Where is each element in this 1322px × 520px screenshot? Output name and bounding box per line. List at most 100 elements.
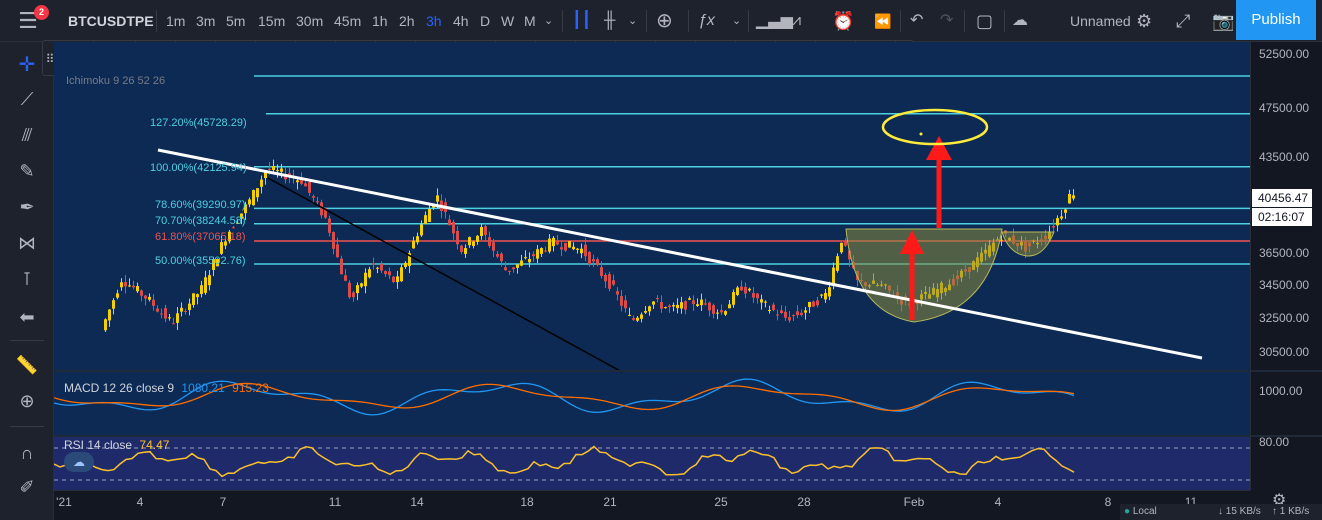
pen-icon[interactable]: ✒: [19, 197, 35, 217]
pitchfork-icon[interactable]: ⫻: [21, 125, 33, 145]
magnet-icon[interactable]: ∩: [20, 443, 34, 463]
candle-body: [832, 267, 835, 286]
fullscreen-square-icon[interactable]: ▢: [976, 11, 994, 31]
candle-body: [560, 247, 563, 250]
expand-icon[interactable]: ⤢: [1176, 11, 1191, 31]
rsi-legend[interactable]: RSI 14 close 74.47: [64, 438, 169, 452]
price-scale[interactable]: 52500.00 47500.00 43500.00 36500.00 3450…: [1250, 42, 1322, 490]
top-toolbar: ☰ 2 BTCUSDTPE 1m 3m 5m 15m 30m 45m 1h 2h…: [0, 0, 1322, 42]
interval-2h[interactable]: 2h: [399, 13, 415, 29]
redo-icon[interactable]: ↷: [940, 12, 954, 29]
candle-body: [424, 215, 427, 224]
arrow-left-icon[interactable]: ⬅: [19, 307, 35, 327]
timezone-label[interactable]: Local: [1132, 506, 1157, 517]
layout-name[interactable]: Unnamed: [1070, 13, 1131, 29]
candle-body: [516, 264, 519, 268]
undo-icon[interactable]: ↶: [910, 12, 924, 29]
interval-m[interactable]: M: [524, 13, 536, 29]
candle-body: [384, 271, 387, 275]
interval-1h[interactable]: 1h: [372, 13, 388, 29]
candle-body: [720, 310, 723, 313]
candle-body: [640, 314, 643, 319]
chevron-down-icon[interactable]: ⌄: [732, 15, 742, 27]
candle-body: [848, 250, 851, 260]
replay-icon[interactable]: ⏪: [874, 13, 892, 29]
cup-shape[interactable]: [845, 228, 1003, 323]
interval-d[interactable]: D: [480, 13, 491, 29]
interval-3h[interactable]: 3h: [426, 13, 442, 29]
templates-icon[interactable]: ⩘: [792, 12, 802, 29]
interval-30m[interactable]: 30m: [296, 13, 324, 29]
candle-body: [228, 231, 231, 242]
candle-body: [1060, 216, 1063, 219]
zoom-icon[interactable]: ⊕: [19, 391, 35, 411]
interval-5m[interactable]: 5m: [226, 13, 246, 29]
interval-4h[interactable]: 4h: [453, 13, 469, 29]
cloud-sync-icon[interactable]: ☁: [64, 452, 94, 472]
candle-body: [600, 267, 603, 276]
camera-icon[interactable]: 📷: [1212, 11, 1235, 31]
financials-icon[interactable]: ▁▃▅: [756, 12, 793, 29]
candle-body: [344, 275, 347, 281]
candle-body: [820, 294, 823, 296]
candle-body: [616, 291, 619, 295]
trendline-icon[interactable]: ⟋: [20, 89, 34, 109]
interval-3m[interactable]: 3m: [196, 13, 216, 29]
candle-body: [436, 195, 439, 202]
lock-drawing-icon[interactable]: ✐: [19, 477, 35, 497]
pane-divider[interactable]: [54, 370, 1250, 372]
time-label: 18: [520, 495, 534, 509]
descending-trendline[interactable]: [157, 148, 1203, 360]
menu-icon[interactable]: ☰: [18, 8, 38, 33]
candle-body: [364, 272, 367, 287]
candle-body: [1052, 226, 1055, 228]
chart-canvas[interactable]: [54, 42, 1250, 490]
candle-body: [504, 267, 507, 271]
candle-body: [260, 179, 263, 187]
drag-handle-icon[interactable]: ⠿: [45, 52, 55, 66]
handle-shape[interactable]: [1001, 231, 1055, 257]
black-trendline[interactable]: [267, 177, 623, 373]
interval-45m[interactable]: 45m: [334, 13, 362, 29]
chevron-down-icon[interactable]: ⌄: [544, 15, 554, 27]
target-ellipse[interactable]: [881, 108, 989, 146]
candle-body: [564, 242, 567, 251]
time-label: 28: [797, 495, 811, 509]
macd-title: MACD 12 26 close 9: [64, 381, 175, 395]
fib-retracement[interactable]: [254, 113, 1250, 265]
macd-scale-label: 1000.00: [1259, 384, 1303, 398]
ichimoku-legend[interactable]: Ichimoku 9 26 52 26: [66, 75, 166, 87]
symbol-search[interactable]: BTCUSDTPE: [68, 13, 154, 29]
price-label: 47500.00: [1259, 101, 1310, 115]
pane-divider[interactable]: [54, 435, 1250, 437]
candle-body: [1072, 195, 1075, 199]
candle-body: [568, 241, 571, 248]
ruler-icon[interactable]: 📏: [15, 355, 39, 375]
chevron-down-icon[interactable]: ⌄: [628, 15, 638, 27]
candles-icon[interactable]: ┃┃: [572, 12, 592, 29]
candle-body: [408, 253, 411, 266]
candle-body: [380, 263, 383, 271]
alert-icon[interactable]: ⏰: [832, 11, 855, 31]
interval-w[interactable]: W: [501, 13, 515, 29]
bars-icon[interactable]: ╫: [604, 12, 616, 29]
candle-body: [348, 282, 351, 298]
time-scale[interactable]: '21 4 7 11 14 18 21 25 28 Feb 4 8 11: [54, 490, 1250, 520]
gear-icon[interactable]: ⚙: [1136, 11, 1153, 31]
pattern-icon[interactable]: ⋈: [18, 233, 36, 253]
chart-area[interactable]: Ichimoku 9 26 52 26 127.20%(45728.29) 10…: [54, 42, 1250, 490]
candle-body: [804, 310, 807, 313]
candle-body: [412, 240, 415, 249]
crosshair-icon[interactable]: ✛: [18, 54, 36, 76]
publish-button[interactable]: Publish: [1236, 0, 1316, 40]
interval-15m[interactable]: 15m: [258, 13, 286, 29]
indicators-icon[interactable]: ƒx: [698, 12, 715, 29]
macd-legend[interactable]: MACD 12 26 close 9 1080.21 915.23: [64, 381, 269, 395]
brush-icon[interactable]: ✎: [19, 161, 35, 181]
candle-body: [232, 227, 235, 229]
text-icon[interactable]: ⊺: [22, 269, 32, 289]
candle-body: [524, 257, 527, 259]
compare-add-icon[interactable]: ⊕: [656, 10, 673, 32]
interval-1m[interactable]: 1m: [166, 13, 186, 29]
cloud-icon[interactable]: ☁: [1012, 12, 1028, 29]
